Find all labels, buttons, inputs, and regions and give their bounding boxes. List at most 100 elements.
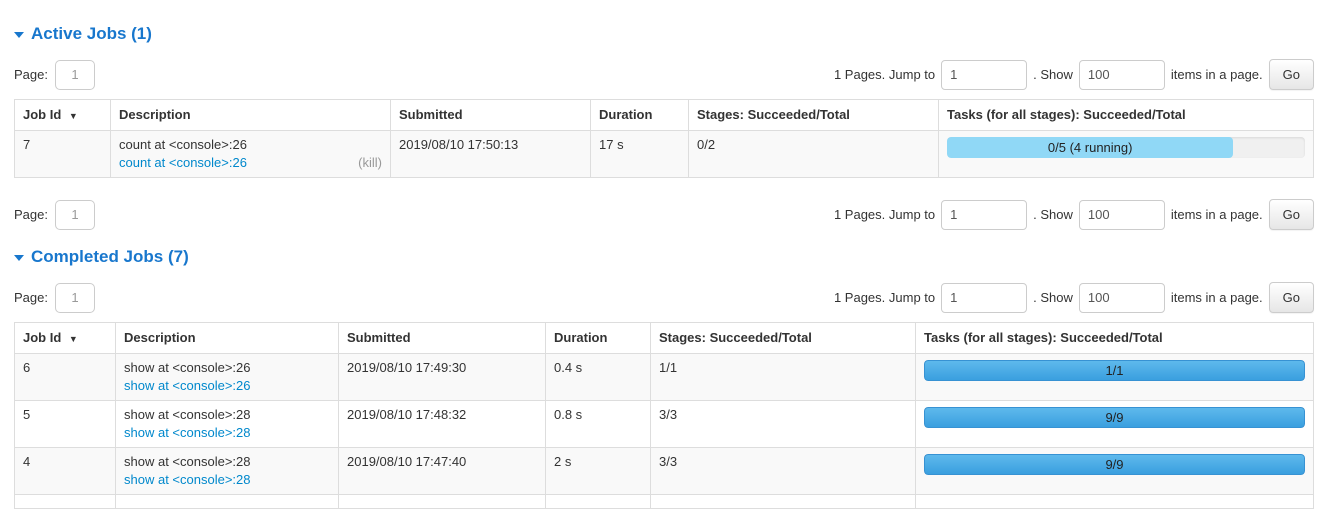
job-detail-link[interactable]: count at <console>:26 — [119, 155, 247, 170]
completed-job-row-clipped — [14, 494, 1314, 509]
completed-jobs-pagination-top: Page: 1 Pages. Jump to . Show items in a… — [14, 282, 1314, 313]
progress-bar-label: 9/9 — [1105, 456, 1124, 472]
current-page-input[interactable] — [54, 199, 95, 230]
active-jobs-table: Job Id ▼ Description Submitted Duration … — [14, 99, 1314, 178]
jump-to-page-input[interactable] — [941, 282, 1028, 313]
column-header-tasks[interactable]: Tasks (for all stages): Succeeded/Total — [938, 99, 1314, 131]
tasks-progress-bar: 1/1 — [924, 360, 1305, 381]
job-id-cell: 5 — [14, 400, 116, 448]
active-jobs-pagination-bottom: Page: 1 Pages. Jump to . Show items in a… — [14, 199, 1314, 230]
tasks-cell: 9/9 — [915, 447, 1314, 495]
progress-bar-fill: 1/1 — [924, 360, 1305, 381]
job-detail-link[interactable]: show at <console>:28 — [124, 425, 251, 440]
stages-cell: 3/3 — [650, 447, 916, 495]
column-header-tasks[interactable]: Tasks (for all stages): Succeeded/Total — [915, 322, 1314, 354]
submitted-cell: 2019/08/10 17:47:40 — [338, 447, 546, 495]
stages-cell: 0/2 — [688, 130, 939, 178]
completed-jobs-header-row: Job Id ▼ Description Submitted Duration … — [14, 322, 1314, 354]
submitted-cell: 2019/08/10 17:49:30 — [338, 353, 546, 401]
completed-job-row: 5 show at <console>:28 show at <console>… — [14, 400, 1314, 448]
column-header-submitted[interactable]: Submitted — [338, 322, 546, 354]
column-header-description[interactable]: Description — [110, 99, 391, 131]
description-cell: show at <console>:28 show at <console>:2… — [115, 447, 339, 495]
tasks-progress-bar: 9/9 — [924, 407, 1305, 428]
tasks-cell: 0/5 (4 running) — [938, 130, 1314, 178]
show-text: . Show — [1033, 290, 1073, 305]
active-job-row: 7 count at <console>:26 count at <consol… — [14, 130, 1314, 178]
progress-bar-fill: 9/9 — [924, 454, 1305, 475]
jobs-page: Active Jobs (1) Page: 1 Pages. Jump to .… — [0, 24, 1328, 509]
progress-bar-fill: 9/9 — [924, 407, 1305, 428]
items-text: items in a page. — [1170, 290, 1263, 305]
active-jobs-header[interactable]: Active Jobs (1) — [14, 24, 1314, 44]
active-jobs-pagination-top: Page: 1 Pages. Jump to . Show items in a… — [14, 59, 1314, 90]
duration-cell: 0.4 s — [545, 353, 651, 401]
pages-count-text: 1 Pages. Jump to — [833, 67, 936, 82]
column-header-duration[interactable]: Duration — [545, 322, 651, 354]
submitted-cell: 2019/08/10 17:50:13 — [390, 130, 591, 178]
jump-to-page-input[interactable] — [941, 59, 1028, 90]
description-cell: show at <console>:26 show at <console>:2… — [115, 353, 339, 401]
job-detail-link[interactable]: show at <console>:26 — [124, 378, 251, 393]
column-header-stages[interactable]: Stages: Succeeded/Total — [688, 99, 939, 131]
items-text: items in a page. — [1170, 67, 1263, 82]
column-header-duration[interactable]: Duration — [590, 99, 689, 131]
active-jobs-title: Active Jobs (1) — [31, 24, 152, 43]
column-header-submitted[interactable]: Submitted — [390, 99, 591, 131]
column-header-job-id[interactable]: Job Id ▼ — [14, 322, 116, 354]
collapse-arrow-icon — [14, 255, 24, 261]
go-button[interactable]: Go — [1268, 199, 1314, 230]
sort-desc-icon: ▼ — [68, 111, 78, 121]
show-text: . Show — [1033, 67, 1073, 82]
items-text: items in a page. — [1170, 207, 1263, 222]
progress-bar-label: 9/9 — [1105, 409, 1124, 425]
job-id-cell: 7 — [14, 130, 111, 178]
pages-count-text: 1 Pages. Jump to — [833, 207, 936, 222]
duration-cell: 0.8 s — [545, 400, 651, 448]
duration-cell: 2 s — [545, 447, 651, 495]
items-per-page-input[interactable] — [1078, 282, 1165, 313]
current-page-input[interactable] — [54, 59, 95, 90]
items-per-page-input[interactable] — [1078, 199, 1165, 230]
job-description: show at <console>:26 — [124, 360, 251, 375]
items-per-page-input[interactable] — [1078, 59, 1165, 90]
column-header-description[interactable]: Description — [115, 322, 339, 354]
tasks-cell: 9/9 — [915, 400, 1314, 448]
duration-cell: 17 s — [590, 130, 689, 178]
column-header-stages[interactable]: Stages: Succeeded/Total — [650, 322, 916, 354]
completed-job-row: 6 show at <console>:26 show at <console>… — [14, 353, 1314, 401]
completed-jobs-table: Job Id ▼ Description Submitted Duration … — [14, 322, 1314, 509]
submitted-cell: 2019/08/10 17:48:32 — [338, 400, 546, 448]
job-id-cell: 4 — [14, 447, 116, 495]
current-page-input[interactable] — [54, 282, 95, 313]
description-cell: show at <console>:28 show at <console>:2… — [115, 400, 339, 448]
active-jobs-header-row: Job Id ▼ Description Submitted Duration … — [14, 99, 1314, 131]
job-detail-link[interactable]: show at <console>:28 — [124, 472, 251, 487]
stages-cell: 1/1 — [650, 353, 916, 401]
jump-to-page-input[interactable] — [941, 199, 1028, 230]
progress-bar-label: 0/5 (4 running) — [1047, 139, 1133, 155]
description-cell: count at <console>:26 count at <console>… — [110, 130, 391, 178]
go-button[interactable]: Go — [1268, 282, 1314, 313]
sort-desc-icon: ▼ — [68, 334, 78, 344]
stages-cell: 3/3 — [650, 400, 916, 448]
tasks-progress-bar: 9/9 — [924, 454, 1305, 475]
collapse-arrow-icon — [14, 32, 24, 38]
progress-bar-fill: 0/5 (4 running) — [947, 137, 1234, 158]
job-description: show at <console>:28 — [124, 454, 251, 469]
completed-jobs-title: Completed Jobs (7) — [31, 247, 189, 266]
tasks-cell: 1/1 — [915, 353, 1314, 401]
job-id-cell: 6 — [14, 353, 116, 401]
column-header-job-id[interactable]: Job Id ▼ — [14, 99, 111, 131]
page-label: Page: — [14, 207, 48, 222]
pages-count-text: 1 Pages. Jump to — [833, 290, 936, 305]
progress-bar-label: 1/1 — [1105, 362, 1124, 378]
kill-job-link[interactable]: (kill) — [358, 155, 382, 170]
completed-jobs-header[interactable]: Completed Jobs (7) — [14, 247, 1314, 267]
go-button[interactable]: Go — [1268, 59, 1314, 90]
page-label: Page: — [14, 290, 48, 305]
completed-job-row: 4 show at <console>:28 show at <console>… — [14, 447, 1314, 495]
tasks-progress-bar: 0/5 (4 running) — [947, 137, 1305, 158]
page-label: Page: — [14, 67, 48, 82]
show-text: . Show — [1033, 207, 1073, 222]
